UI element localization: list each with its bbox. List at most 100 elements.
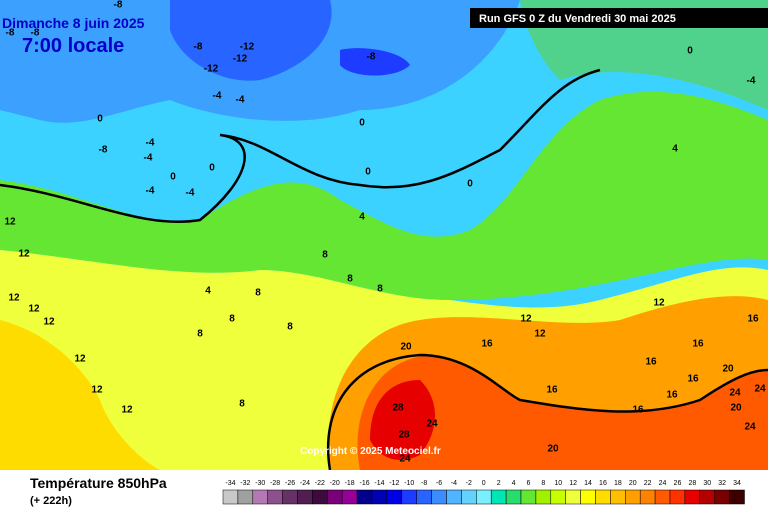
scale-cell: [580, 489, 596, 505]
scale-label: 30: [703, 480, 711, 487]
contour-label: -8: [31, 28, 40, 39]
contour-label: 12: [520, 314, 532, 325]
scale-cell: [267, 489, 283, 505]
contour-label: 0: [687, 46, 693, 57]
contour-label: 24: [399, 454, 411, 465]
scale-label: -30: [255, 480, 265, 487]
contour-label: 0: [467, 179, 473, 190]
scale-cell: [550, 489, 566, 505]
contour-label: 12: [28, 304, 40, 315]
contour-label: 4: [205, 286, 211, 297]
scale-label: -20: [330, 480, 340, 487]
scale-cell: [461, 489, 477, 505]
scale-label: -6: [436, 480, 442, 487]
color-scale: -34 -32 -30 -28 -26 -24 -22 -20 -18 -16 -14 -12 -10-…: [222, 480, 745, 505]
warm-zone: [0, 320, 160, 470]
contour-label: 8: [255, 288, 261, 299]
scale-label: 4: [512, 480, 516, 487]
contour-label: 24: [426, 419, 438, 430]
scale-label: 2: [497, 480, 501, 487]
contour-label: 8: [347, 274, 353, 285]
contour-label: 0: [359, 118, 365, 129]
time: 7:00 locale: [22, 35, 124, 57]
scale-label: 22: [644, 480, 652, 487]
contour-label: 0: [209, 163, 215, 174]
contour-label: -4: [213, 91, 222, 102]
map-labels: -8-8 -8-8 -12-12-12-80-4-4 -40 0-8-4-400-4-4…: [4, 0, 766, 465]
scale-cell: [327, 489, 343, 505]
scale-cell: [505, 489, 522, 505]
legend-title: Température 850hPa: [30, 475, 167, 491]
contour-label: -8: [367, 52, 376, 63]
hot-core: [357, 355, 768, 470]
contour-label: 16: [747, 314, 759, 325]
scale-label: 14: [584, 480, 592, 487]
contour-label: 20: [722, 364, 734, 375]
scale-label: -28: [270, 480, 280, 487]
contour-label: 24: [729, 388, 741, 399]
scale-label: 6: [526, 480, 530, 487]
contour-label: 16: [632, 405, 644, 416]
contour-label: -8: [6, 28, 15, 39]
contour-label: 12: [4, 217, 16, 228]
contour-label: 24: [754, 384, 766, 395]
contour-label: 12: [74, 354, 86, 365]
scale-cell: [684, 489, 701, 505]
scale-label: -14: [374, 480, 384, 487]
contour-label: 12: [91, 385, 103, 396]
contour-label: -8: [114, 0, 123, 11]
contour-label: -8: [99, 145, 108, 156]
contour-label: 16: [687, 374, 699, 385]
scale-label: -34: [225, 480, 235, 487]
scale-label: -24: [300, 480, 310, 487]
contour-label: 20: [400, 342, 412, 353]
scale-label: -4: [451, 480, 457, 487]
contour-label: 4: [359, 212, 365, 223]
scale-cell: [252, 489, 268, 505]
scale-cell: [297, 489, 313, 505]
scale-label: -32: [240, 480, 250, 487]
scale-cell: [222, 489, 239, 505]
scale-label: -18: [345, 480, 355, 487]
contour-label: 12: [534, 329, 546, 340]
scale-cell: [237, 489, 254, 505]
contour-label: 12: [121, 405, 133, 416]
contour-label: 8: [377, 284, 383, 295]
cold-core: [340, 48, 410, 76]
contour-label: 20: [547, 444, 559, 455]
contour-label: 12: [653, 298, 665, 309]
contour-label: 4: [672, 144, 678, 155]
scale-label: -8: [421, 480, 427, 487]
scale-cell: [282, 489, 298, 505]
contour-label: -4: [146, 186, 155, 197]
contour-label: 8: [322, 250, 328, 261]
date: Dimanche 8 juin 2025: [2, 15, 145, 31]
scale-label: 18: [614, 480, 622, 487]
scale-cell: [476, 489, 492, 505]
hot-core: [370, 380, 435, 460]
copyright: Copyright © 2025 Meteociel.fr: [300, 446, 441, 457]
contour-label: 16: [666, 390, 678, 401]
contour-label: -4: [747, 76, 756, 87]
contour-label: -12: [233, 54, 248, 65]
contour-label: 16: [692, 339, 704, 350]
contour-label: 12: [43, 317, 55, 328]
scale-label: 8: [541, 480, 545, 487]
scale-label: -16: [359, 480, 369, 487]
contour-label: 28: [398, 430, 410, 441]
scale-cell: [595, 489, 611, 505]
scale-cell: [401, 489, 417, 505]
scale-label: 20: [629, 480, 637, 487]
scale-cell: [312, 489, 328, 505]
contour-label: 16: [481, 339, 493, 350]
scale-label: 32: [718, 480, 726, 487]
scale-cell: [446, 489, 462, 505]
scale-cell: [490, 489, 507, 505]
scale-cell: [669, 489, 686, 505]
contour-label: 0: [97, 114, 103, 125]
scale-label: 24: [659, 480, 667, 487]
legend-lead: (+ 222h): [30, 495, 72, 507]
contour-label: 0: [170, 172, 176, 183]
scale-label: -22: [315, 480, 325, 487]
